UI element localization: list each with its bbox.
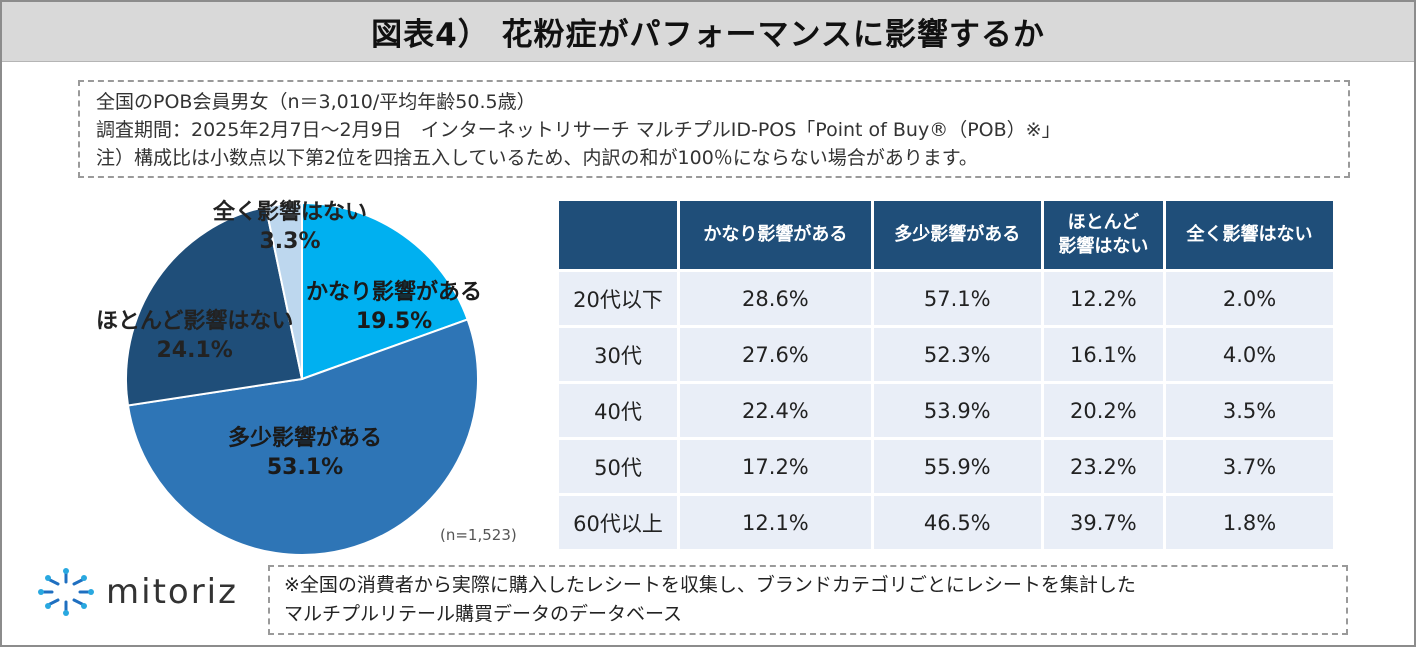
table-cell: 46.5%	[873, 496, 1041, 549]
pie-label-little-name: ほとんど影響はない	[96, 309, 294, 334]
col-header-much: かなり影響がある	[680, 201, 871, 269]
table-cell: 28.6%	[680, 272, 871, 325]
table-cell: 4.0%	[1166, 328, 1333, 381]
row-label: 50代	[559, 440, 677, 493]
row-label: 60代以上	[559, 496, 677, 549]
pie-label-none-name: 全く影響はない	[213, 200, 368, 225]
table-cell: 3.7%	[1166, 440, 1333, 493]
col-header-little: ほとんど 影響はない	[1043, 201, 1164, 269]
footnote-line-1: ※全国の消費者から実際に購入したレシートを収集し、ブランドカテゴリごとにレシート…	[284, 574, 1136, 596]
pie-label-some-pct: 53.1%	[266, 455, 344, 480]
table-cell: 57.1%	[873, 272, 1041, 325]
row-label: 30代	[559, 328, 677, 381]
footnote-box: ※全国の消費者から実際に購入したレシートを収集し、ブランドカテゴリごとにレシート…	[268, 565, 1348, 635]
table-row: 30代 27.6% 52.3% 16.1% 4.0%	[559, 328, 1333, 381]
table-cell: 27.6%	[680, 328, 871, 381]
table-cell: 23.2%	[1043, 440, 1164, 493]
table-row: 50代 17.2% 55.9% 23.2% 3.7%	[559, 440, 1333, 493]
pie-label-none: 全く影響はない 3.3%	[213, 198, 367, 256]
note-line-2: 調査期間：2025年2月7日～2月9日 インターネットリサーチ マルチプルID-…	[96, 119, 1061, 141]
pie-label-none-pct: 3.3%	[259, 229, 321, 254]
table-row: 20代以下 28.6% 57.1% 12.2% 2.0%	[559, 272, 1333, 325]
survey-notes: 全国のPOB会員男女（n＝3,010/平均年齢50.5歳） 調査期間：2025年…	[78, 80, 1350, 178]
pie-label-little: ほとんど影響はない 24.1%	[96, 307, 293, 365]
table-header-row: かなり影響がある 多少影響がある ほとんど 影響はない 全く影響はない	[559, 201, 1333, 269]
col-header-much-text: かなり影響がある	[703, 224, 848, 245]
title-bar: 図表4） 花粉症がパフォーマンスに影響するか	[2, 2, 1414, 62]
pie-slice-none	[264, 201, 303, 380]
pie-label-much: かなり影響がある 19.5%	[306, 278, 482, 336]
pie-label-some-name: 多少影響がある	[228, 426, 383, 451]
brand-logo: mitoriz	[36, 566, 256, 618]
col-header-none: 全く影響はない	[1166, 201, 1333, 269]
col-header-some: 多少影響がある	[873, 201, 1041, 269]
pie-chart: 全く影響はない 3.3% かなり影響がある 19.5% ほとんど影響はない 24…	[80, 190, 550, 558]
table-cell: 2.0%	[1166, 272, 1333, 325]
note-line-3: 注）構成比は小数点以下第2位を四捨五入しているため、内訳の和が100％にならない…	[96, 147, 978, 169]
table-cell: 53.9%	[873, 384, 1041, 437]
footnote-line-2: マルチプルリテール購買データのデータベース	[284, 603, 683, 625]
col-header-little-line1: ほとんど	[1067, 212, 1140, 233]
table-row: 60代以上 12.1% 46.5% 39.7% 1.8%	[559, 496, 1333, 549]
pie-label-much-name: かなり影響がある	[306, 280, 483, 305]
table-cell: 3.5%	[1166, 384, 1333, 437]
col-header-little-line2: 影響はない	[1058, 236, 1149, 257]
table-cell: 12.1%	[680, 496, 871, 549]
note-line-1: 全国のPOB会員男女（n＝3,010/平均年齢50.5歳）	[96, 91, 536, 113]
age-breakdown-table: かなり影響がある 多少影響がある ほとんど 影響はない 全く影響はない 20代以…	[556, 198, 1336, 552]
pie-sample-size: (n=1,523)	[440, 526, 517, 544]
mitoriz-logo-icon	[38, 568, 94, 616]
pie-slice-some	[126, 318, 479, 556]
table-cell: 16.1%	[1043, 328, 1164, 381]
table-cell: 12.2%	[1043, 272, 1164, 325]
brand-name: mitoriz	[106, 572, 238, 612]
table-cell: 20.2%	[1043, 384, 1164, 437]
table-corner-cell	[559, 201, 677, 269]
col-header-some-text: 多少影響がある	[894, 224, 1021, 245]
pie-slice-little	[125, 205, 304, 407]
table-cell: 17.2%	[680, 440, 871, 493]
pie-label-much-pct: 19.5%	[355, 309, 433, 334]
table-cell: 55.9%	[873, 440, 1041, 493]
pie-slice-much	[301, 201, 469, 381]
col-header-none-text: 全く影響はない	[1186, 224, 1313, 245]
table-cell: 1.8%	[1166, 496, 1333, 549]
table-cell: 39.7%	[1043, 496, 1164, 549]
pie-label-little-pct: 24.1%	[156, 338, 233, 363]
table-cell: 22.4%	[680, 384, 871, 437]
pie-svg	[125, 201, 479, 556]
table-cell: 52.3%	[873, 328, 1041, 381]
row-label: 40代	[559, 384, 677, 437]
figure-title: 図表4） 花粉症がパフォーマンスに影響するか	[371, 17, 1045, 53]
table-row: 40代 22.4% 53.9% 20.2% 3.5%	[559, 384, 1333, 437]
row-label: 20代以下	[559, 272, 677, 325]
pie-label-some: 多少影響がある 53.1%	[228, 424, 382, 482]
